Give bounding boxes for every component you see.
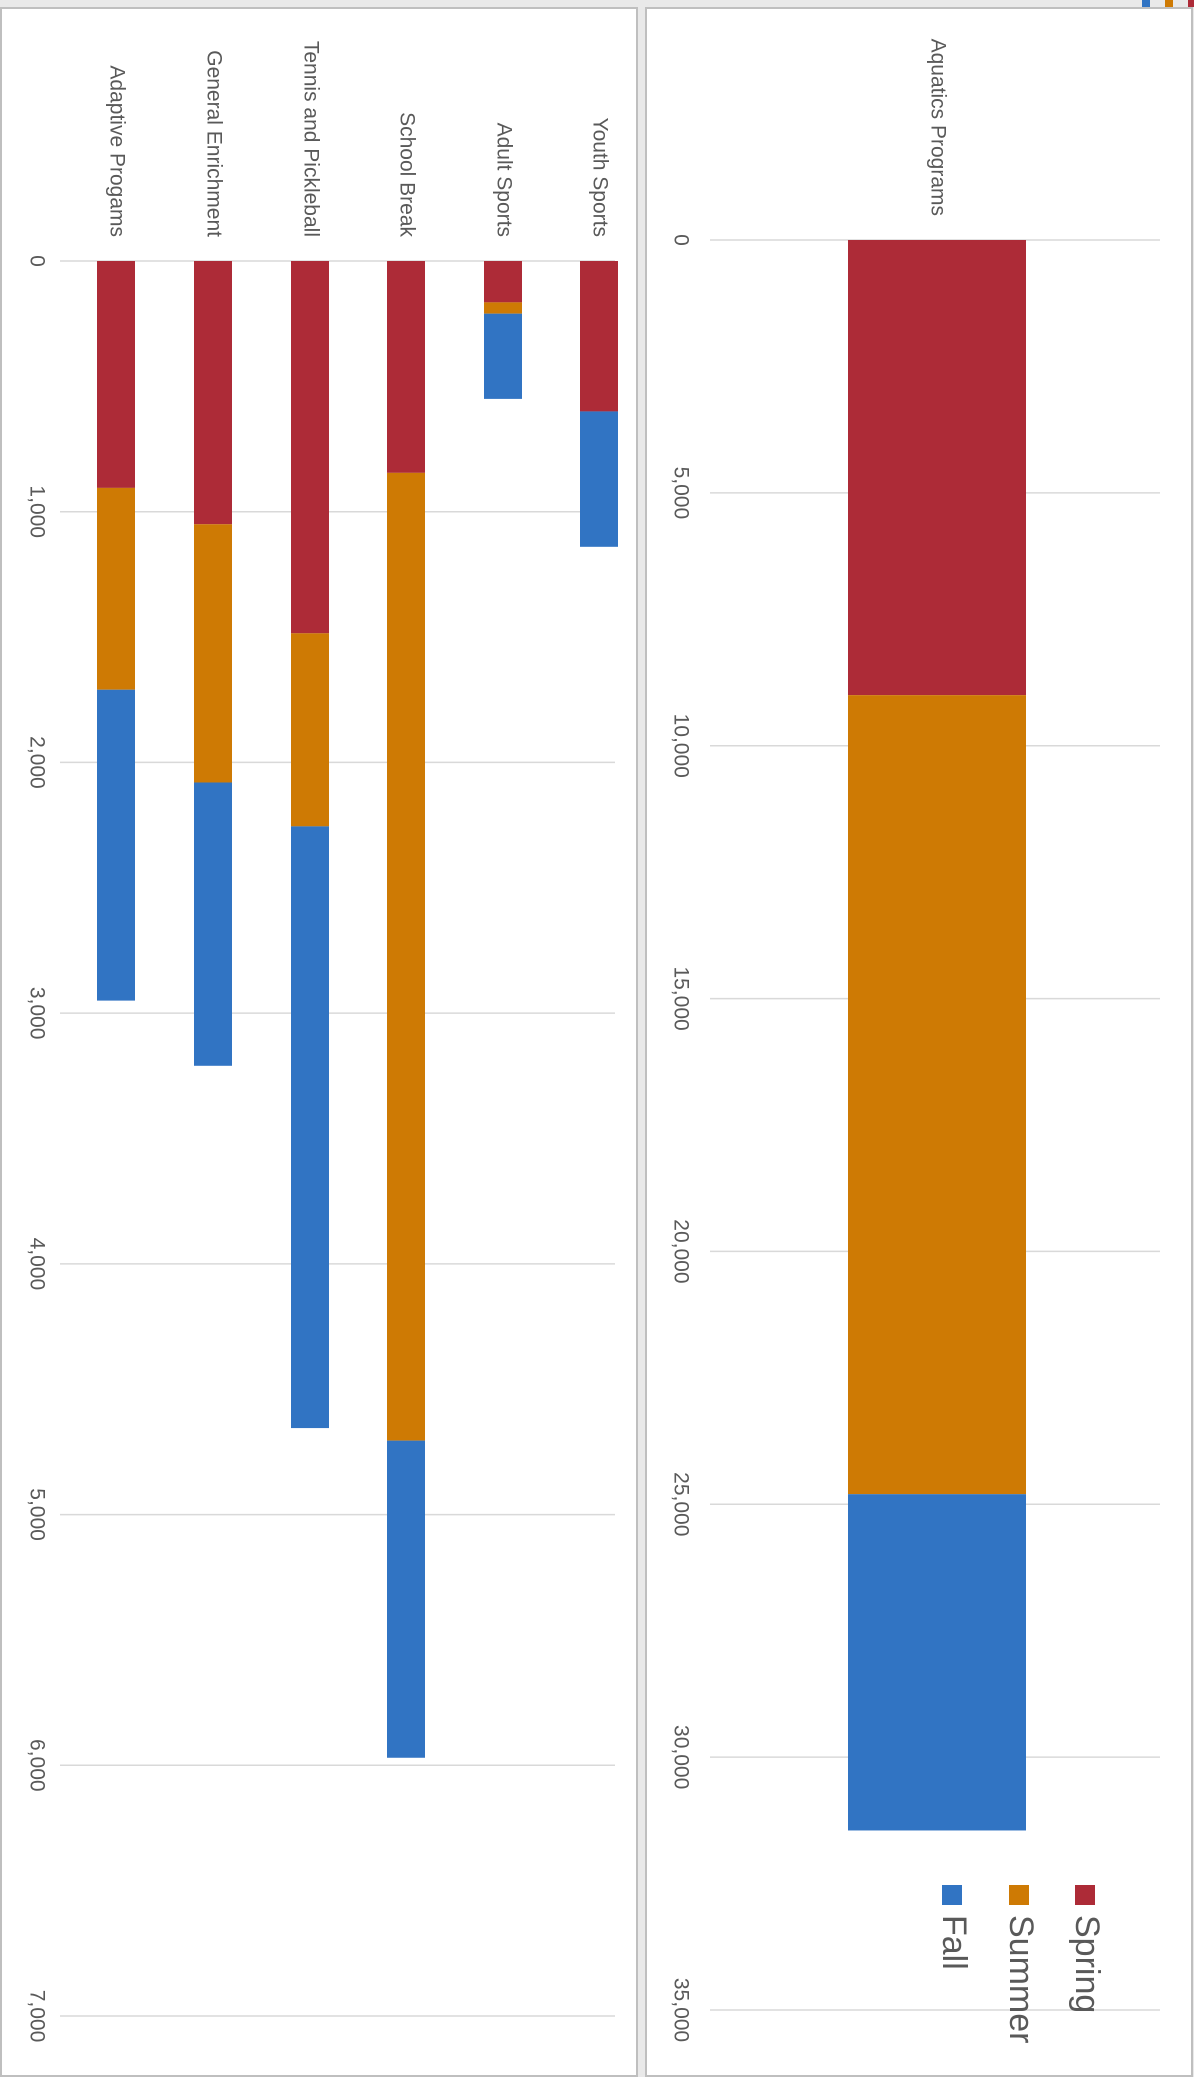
axis-tick-label: 25,000 bbox=[669, 1472, 692, 1536]
axis-tick-label: 5,000 bbox=[669, 467, 692, 520]
bar-general-enrichment-spring bbox=[194, 261, 232, 525]
bar-school-break-fall bbox=[387, 1440, 425, 1758]
legend-label-summer: Summer bbox=[1002, 1915, 1040, 2043]
category-label: School Break bbox=[395, 112, 418, 237]
legend-swatch-spring bbox=[1075, 1885, 1095, 1905]
axis-tick-label: 0 bbox=[669, 234, 692, 246]
bar-general-enrichment-summer bbox=[194, 524, 232, 783]
bar-adult-sports-spring bbox=[484, 261, 522, 303]
bar-adaptive-progams-spring bbox=[97, 261, 135, 488]
bar-adult-sports-summer bbox=[484, 302, 522, 314]
bar-aquatics-programs-spring bbox=[848, 240, 1026, 696]
axis-tick-label: 3,000 bbox=[25, 987, 48, 1040]
axis-tick-label: 2,000 bbox=[25, 736, 48, 789]
bar-adaptive-progams-summer bbox=[97, 487, 135, 690]
axis-tick-label: 30,000 bbox=[669, 1725, 692, 1789]
bar-adult-sports-fall bbox=[484, 313, 522, 399]
axis-tick-label: 10,000 bbox=[669, 714, 692, 778]
bar-tennis-and-pickleball-spring bbox=[291, 261, 329, 634]
category-label: Adult Sports bbox=[492, 123, 515, 237]
legend-swatch-summer bbox=[1009, 1885, 1029, 1905]
axis-tick-label: 6,000 bbox=[25, 1739, 48, 1792]
bar-youth-sports-spring bbox=[580, 261, 618, 412]
axis-tick-label: 0 bbox=[25, 255, 48, 267]
legend: Spring Summer Fall bbox=[935, 1885, 1106, 2043]
corner-swatch-spring bbox=[1188, 0, 1194, 7]
axis-tick-label: 1,000 bbox=[25, 485, 48, 538]
axis-tick-label: 35,000 bbox=[669, 1978, 692, 2042]
axis-tick-label: 15,000 bbox=[669, 966, 692, 1030]
axis-tick-label: 7,000 bbox=[25, 1990, 48, 2043]
category-label: General Enrichment bbox=[202, 50, 225, 237]
category-label: Aquatics Programs bbox=[926, 39, 949, 216]
axis-tick-label: 5,000 bbox=[25, 1488, 48, 1541]
bar-adaptive-progams-fall bbox=[97, 689, 135, 1001]
category-label: Youth Sports bbox=[588, 118, 611, 237]
bar-youth-sports-fall bbox=[580, 411, 618, 547]
legend-label-fall: Fall bbox=[935, 1915, 973, 1970]
category-label: Tennis and Pickleball bbox=[299, 41, 322, 237]
right-stacked-bar-chart: 0 5,000 10,000 15,000 20,000 25,000 30,000 35,0… bbox=[669, 39, 1160, 2042]
bar-aquatics-programs-summer bbox=[848, 695, 1026, 1495]
bar-tennis-and-pickleball-fall bbox=[291, 826, 329, 1429]
bar-school-break-spring bbox=[387, 261, 425, 473]
left-stacked-bar-chart: 0 1,000 2,000 3,000 4,000 5,000 6,000 7,000 Adap… bbox=[25, 41, 618, 2042]
corner-swatch-summer bbox=[1165, 0, 1173, 7]
corner-series-swatches bbox=[1114, 0, 1194, 8]
axis-tick-label: 20,000 bbox=[669, 1219, 692, 1283]
category-label: Adaptive Progams bbox=[105, 65, 128, 237]
bar-general-enrichment-fall bbox=[194, 782, 232, 1066]
bar-aquatics-programs-fall bbox=[848, 1494, 1026, 1831]
axis-tick-label: 4,000 bbox=[25, 1238, 48, 1291]
bar-tennis-and-pickleball-summer bbox=[291, 633, 329, 827]
legend-label-spring: Spring bbox=[1068, 1915, 1106, 2013]
corner-swatch-fall bbox=[1142, 0, 1150, 7]
legend-swatch-fall bbox=[942, 1885, 962, 1905]
bar-school-break-summer bbox=[387, 472, 425, 1441]
